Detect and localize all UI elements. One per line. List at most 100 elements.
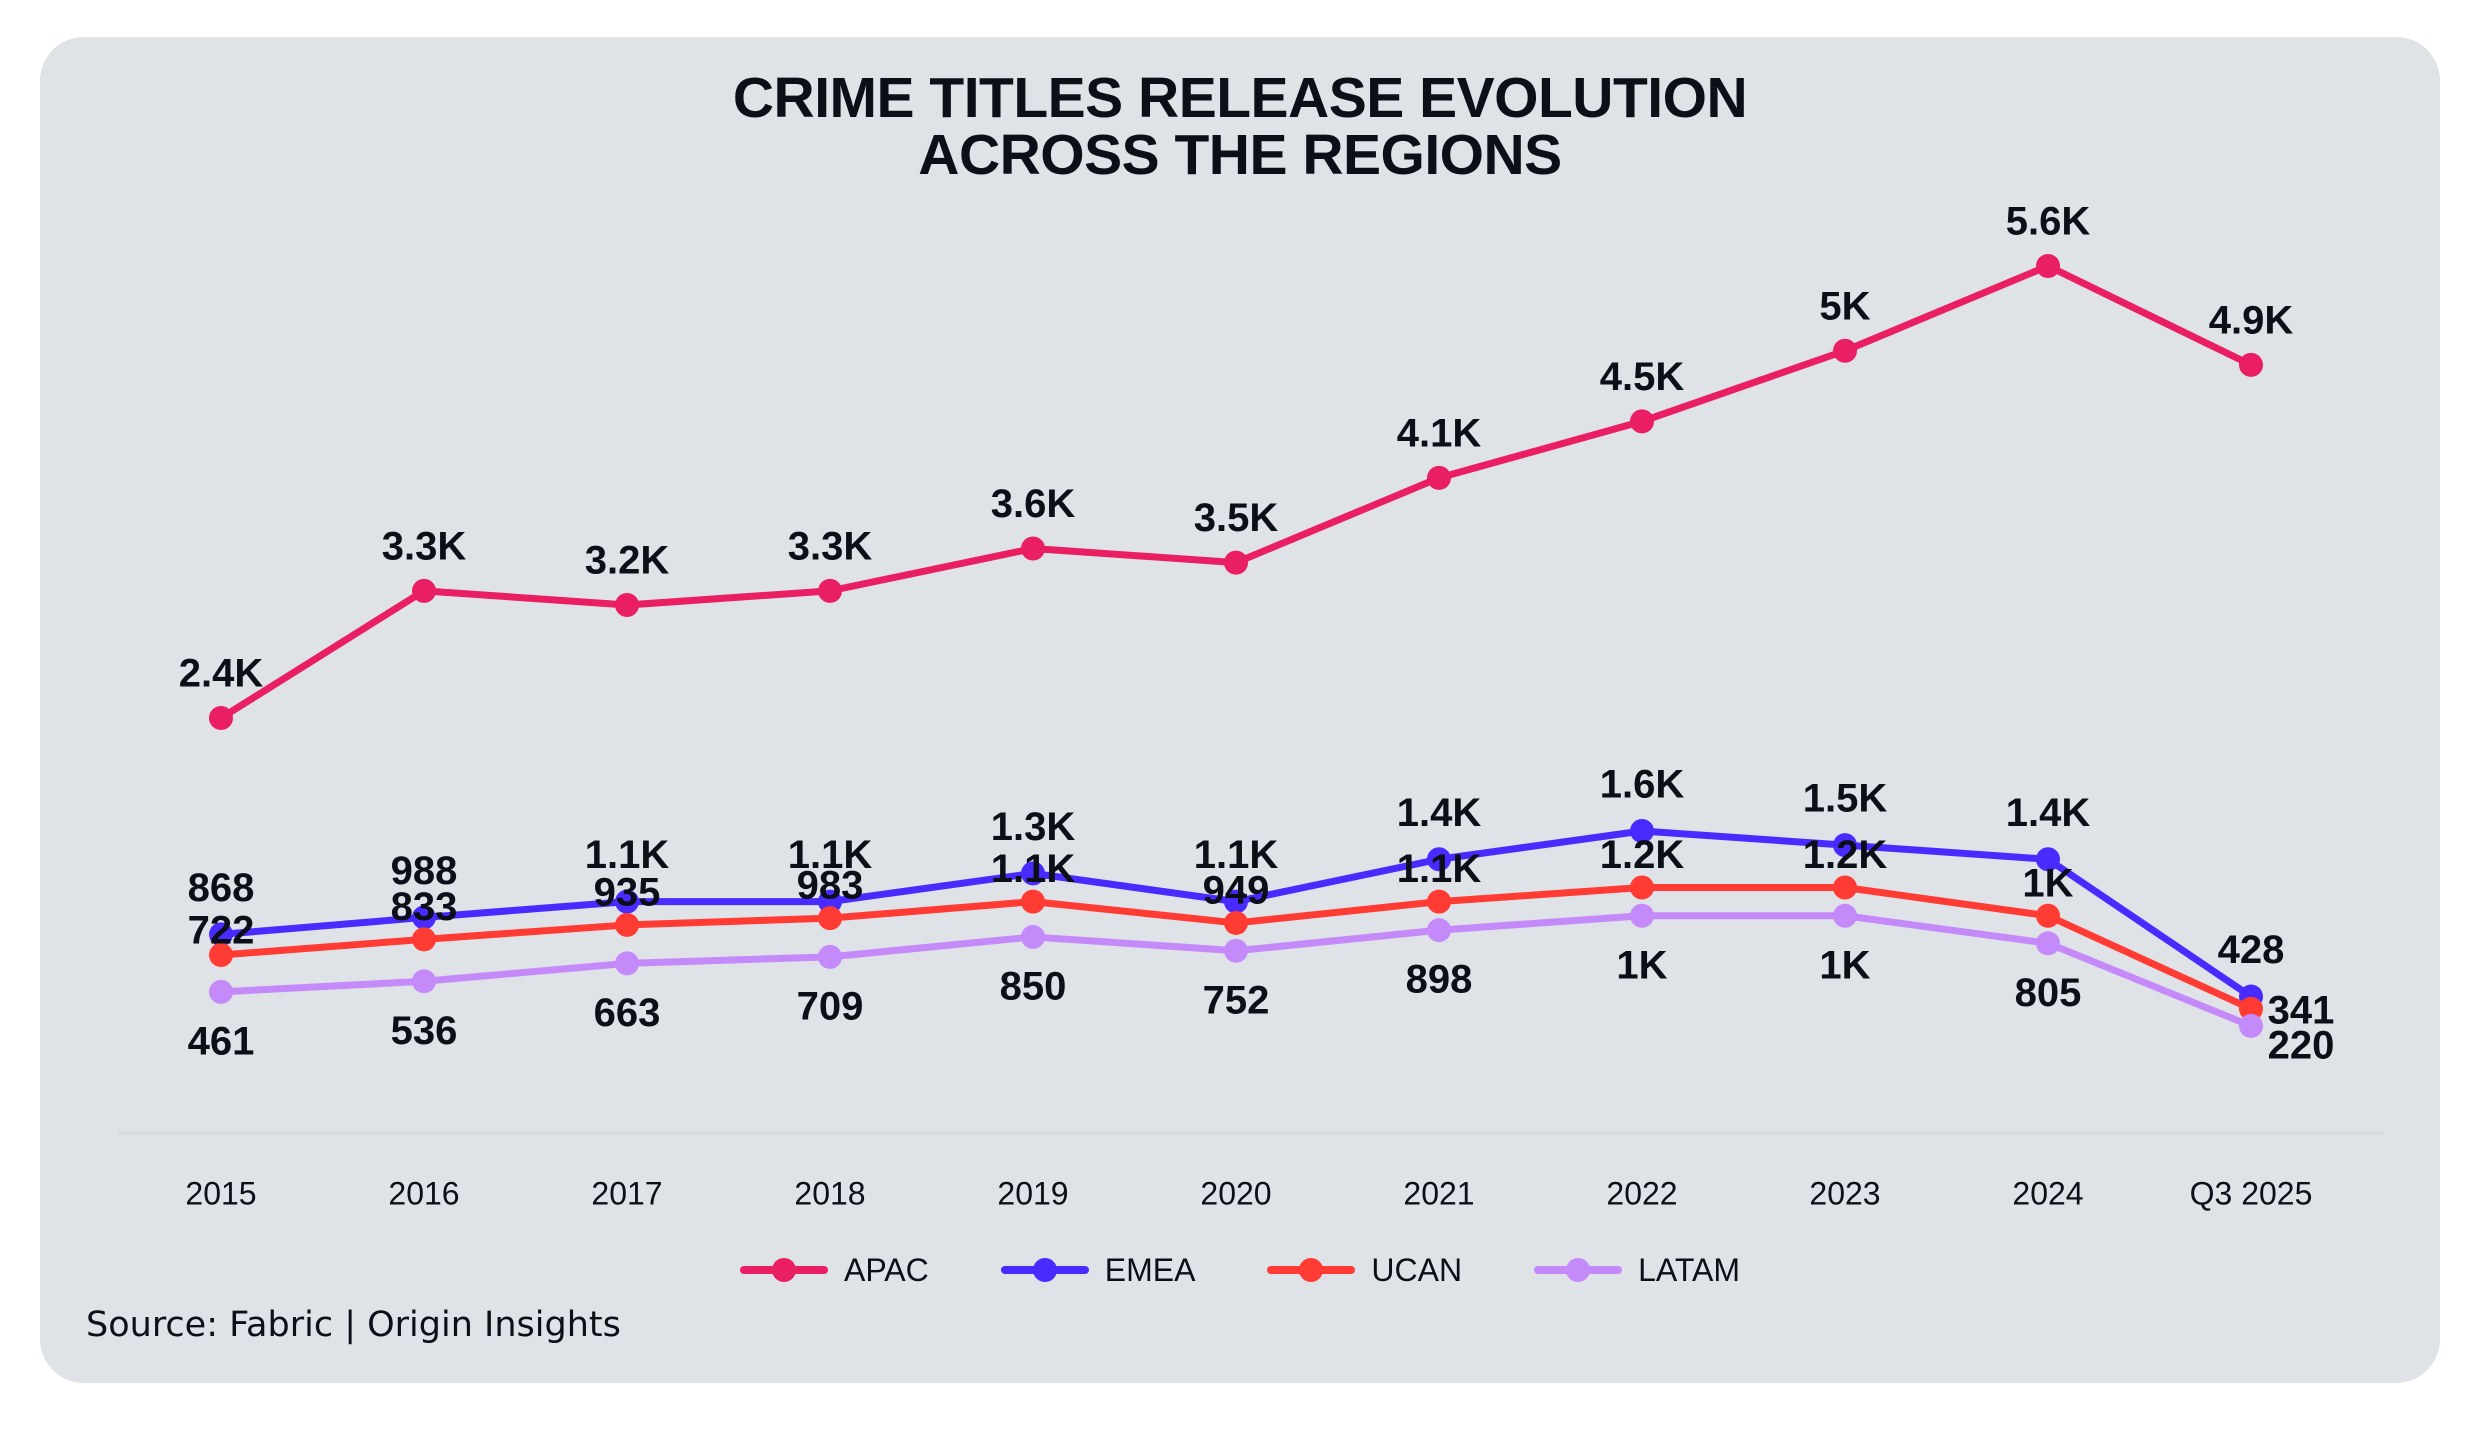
- data-point-latam[interactable]: [1427, 918, 1451, 943]
- data-point-ucan[interactable]: [1224, 910, 1248, 935]
- data-label-ucan: 1.1K: [991, 847, 1076, 891]
- data-label-latam: 850: [1000, 965, 1067, 1009]
- legend-label: UCAN: [1371, 1251, 1463, 1288]
- data-point-latam[interactable]: [412, 969, 436, 994]
- data-label-apac: 2.4K: [179, 652, 264, 696]
- series-ucan: [209, 875, 2263, 1021]
- data-point-latam[interactable]: [1021, 924, 1045, 949]
- data-point-ucan[interactable]: [209, 943, 233, 968]
- legend-label: APAC: [843, 1251, 929, 1288]
- legend-label: LATAM: [1638, 1251, 1741, 1288]
- data-point-latam[interactable]: [615, 951, 639, 976]
- data-point-emea[interactable]: [1427, 847, 1451, 872]
- data-point-emea[interactable]: [818, 889, 842, 914]
- data-point-emea[interactable]: [1224, 889, 1248, 914]
- data-point-latam[interactable]: [1224, 938, 1248, 963]
- data-label-emea: 1.4K: [1397, 791, 1482, 835]
- data-point-latam[interactable]: [1630, 903, 1654, 928]
- legend-label: EMEA: [1104, 1251, 1196, 1288]
- data-point-apac[interactable]: [1021, 536, 1045, 561]
- data-point-emea[interactable]: [615, 889, 639, 914]
- data-point-emea[interactable]: [2036, 847, 2060, 872]
- data-point-ucan[interactable]: [1427, 889, 1451, 914]
- legend-line-marker-icon: [1267, 1248, 1356, 1292]
- data-label-ucan: 1K: [2022, 861, 2073, 905]
- data-point-apac[interactable]: [1630, 409, 1654, 434]
- x-tick-label: 2019: [997, 1175, 1068, 1211]
- data-point-ucan[interactable]: [1630, 875, 1654, 900]
- data-point-ucan[interactable]: [818, 906, 842, 931]
- data-point-latam[interactable]: [818, 944, 842, 969]
- data-point-latam[interactable]: [1833, 903, 1857, 928]
- data-label-apac: 5K: [1819, 284, 1870, 328]
- x-tick-label: 2020: [1200, 1175, 1271, 1211]
- data-label-apac: 4.9K: [2209, 298, 2294, 342]
- data-point-apac[interactable]: [1224, 550, 1248, 575]
- data-label-apac: 3.2K: [585, 539, 670, 583]
- data-label-emea: 1.5K: [1803, 777, 1888, 821]
- x-tick-label: 2021: [1403, 1175, 1474, 1211]
- data-point-apac[interactable]: [2239, 352, 2263, 377]
- x-tick-label: 2022: [1606, 1175, 1677, 1211]
- data-point-emea[interactable]: [1021, 861, 1045, 886]
- data-point-apac[interactable]: [2036, 254, 2060, 278]
- data-point-latam[interactable]: [209, 979, 233, 1004]
- chart-title-line-1: CRIME TITLES RELEASE EVOLUTION: [732, 66, 1748, 130]
- data-point-emea[interactable]: [1630, 819, 1654, 843]
- data-label-latam: 461: [188, 1019, 255, 1063]
- data-label-apac: 3.5K: [1194, 496, 1279, 540]
- data-point-latam[interactable]: [2239, 1013, 2263, 1038]
- data-label-emea: 1.6K: [1600, 763, 1685, 807]
- x-tick-label: 2018: [794, 1175, 865, 1211]
- data-point-apac[interactable]: [615, 593, 639, 617]
- data-point-emea[interactable]: [209, 922, 233, 947]
- data-point-emea[interactable]: [412, 905, 436, 930]
- data-label-ucan: 833: [391, 885, 458, 929]
- data-label-apac: 3.3K: [382, 524, 467, 568]
- data-label-apac: 3.3K: [788, 524, 873, 568]
- data-label-emea: 1.1K: [1194, 833, 1279, 877]
- series-apac: [209, 254, 2263, 730]
- x-tick-label: 2015: [185, 1175, 256, 1211]
- legend-item-latam[interactable]: LATAM: [1534, 1248, 1740, 1292]
- x-tick-label: Q3 2025: [2190, 1175, 2313, 1211]
- data-label-ucan: 1.2K: [1803, 833, 1888, 877]
- data-point-apac[interactable]: [209, 706, 233, 730]
- data-label-latam: 709: [797, 984, 864, 1028]
- data-label-ucan: 949: [1203, 869, 1270, 913]
- legend-line-marker-icon: [1000, 1248, 1089, 1292]
- legend-item-emea[interactable]: EMEA: [1000, 1248, 1196, 1292]
- data-point-ucan[interactable]: [1833, 875, 1857, 900]
- legend-item-ucan[interactable]: UCAN: [1267, 1248, 1462, 1292]
- data-point-ucan[interactable]: [1021, 889, 1045, 914]
- data-point-ucan[interactable]: [615, 912, 639, 937]
- data-point-ucan[interactable]: [412, 927, 436, 952]
- legend-marker-dot: [1032, 1258, 1057, 1282]
- data-label-emea: 428: [2218, 928, 2285, 972]
- x-tick-label: 2017: [591, 1175, 662, 1211]
- data-label-latam: 1K: [1819, 943, 1870, 987]
- data-label-ucan: 935: [594, 870, 661, 914]
- data-label-emea: 1.1K: [788, 833, 873, 877]
- x-tick-label: 2023: [1809, 1175, 1880, 1211]
- data-point-ucan[interactable]: [2036, 903, 2060, 928]
- data-point-emea[interactable]: [1833, 833, 1857, 858]
- data-label-latam: 220: [2268, 1023, 2335, 1067]
- data-point-apac[interactable]: [818, 578, 842, 603]
- series-emea: [209, 819, 2263, 1009]
- data-label-emea: 1.1K: [585, 833, 670, 877]
- data-point-latam[interactable]: [2036, 931, 2060, 956]
- legend-item-apac[interactable]: APAC: [739, 1248, 929, 1292]
- data-point-ucan[interactable]: [2239, 996, 2263, 1021]
- legend-line-marker-icon: [739, 1248, 828, 1292]
- data-label-latam: 898: [1406, 958, 1473, 1002]
- data-point-apac[interactable]: [1833, 338, 1857, 363]
- data-label-emea: 988: [391, 849, 458, 893]
- data-point-apac[interactable]: [1427, 465, 1451, 490]
- data-label-ucan: 341: [2268, 988, 2335, 1032]
- data-label-apac: 5.6K: [2006, 200, 2091, 244]
- data-point-apac[interactable]: [412, 578, 436, 603]
- data-label-latam: 1K: [1616, 943, 1667, 987]
- legend-marker-dot: [1566, 1258, 1591, 1282]
- data-label-ucan: 722: [188, 909, 255, 953]
